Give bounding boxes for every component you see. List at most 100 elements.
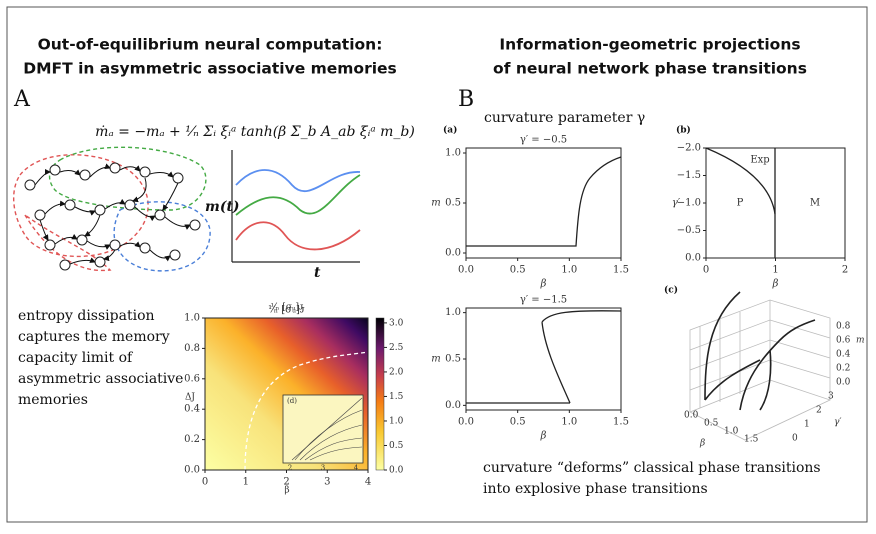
- axis-label: γ′: [672, 198, 681, 209]
- inset-tick-label: 3: [321, 464, 325, 472]
- heatmap-title: ¹⁄ₙ [σᵤ]ᴊ: [270, 303, 304, 313]
- x-tick-label: 1.0: [561, 417, 577, 428]
- y-tick-label: 3: [828, 392, 834, 402]
- y-tick-label: 0.8: [184, 343, 200, 354]
- magnetization-curve: [466, 156, 622, 247]
- x-tick-label: 1: [772, 265, 778, 276]
- y-tick-label: 0.4: [184, 404, 200, 415]
- region-label: P: [737, 198, 744, 209]
- x-tick-label: 2: [842, 265, 848, 276]
- colorbar: [375, 317, 385, 471]
- x-tick-label: 1.0: [724, 427, 739, 437]
- 3d-curve: [704, 291, 816, 411]
- axis-label: m: [431, 198, 440, 209]
- z-tick-label: 0.6: [836, 336, 851, 346]
- z-tick-label: 0.8: [836, 322, 851, 332]
- phase-boundary: [705, 147, 776, 215]
- y-tick-label: 0.0: [184, 465, 200, 476]
- subplot-label: (a): [443, 125, 457, 136]
- y-tick-label: −1.5: [677, 170, 701, 181]
- magnetization-curve: [466, 310, 622, 404]
- 3d-box: [689, 299, 831, 441]
- axes-frame: [465, 147, 622, 259]
- colorbar-tick-label: 2.0: [389, 367, 404, 377]
- inset-label: (d): [287, 397, 297, 405]
- axis-label: β: [540, 431, 547, 442]
- right-title: Information-geometric projections: [499, 36, 800, 54]
- colorbar-tick-label: 0.5: [389, 441, 404, 451]
- axes-frame: [465, 307, 622, 411]
- colorbar-tick-label: 0.0: [389, 466, 404, 476]
- boundary-curve: [244, 351, 369, 471]
- heading: curvature parameter γ: [484, 110, 645, 126]
- x-tick-label: 0.5: [510, 417, 526, 428]
- axis-label: ΔJ: [185, 393, 195, 403]
- y-tick-label: 1.0: [184, 313, 200, 324]
- y-tick-label: −0.5: [677, 225, 701, 236]
- outer-border: [6, 6, 868, 523]
- x-tick-label: 0.5: [510, 265, 526, 276]
- subplot-label: (b): [676, 125, 691, 136]
- caption: memories: [18, 392, 88, 408]
- caption: into explosive phase transitions: [483, 481, 708, 497]
- panel-label: A: [13, 87, 31, 112]
- inset-tick-label: 4: [354, 464, 359, 472]
- x-tick-label: 1: [243, 477, 249, 488]
- y-tick-label: 1: [804, 420, 810, 430]
- x-tick-label: 4: [365, 477, 371, 488]
- y-tick-label: 0.0: [685, 253, 701, 264]
- colorbar-tick-label: 1.0: [389, 416, 404, 426]
- colorbar-tick-label: 1.5: [389, 392, 404, 402]
- trace: [235, 169, 361, 193]
- trace: [235, 174, 361, 216]
- y-tick-label: 0.5: [445, 198, 461, 209]
- y-tick-label: −2.0: [677, 143, 701, 154]
- inset-tick-label: 2: [288, 464, 292, 472]
- x-tick-label: 0: [703, 265, 709, 276]
- panel-label: B: [458, 87, 474, 112]
- axis-label: β: [284, 486, 289, 496]
- y-tick-label: 0.2: [184, 434, 200, 445]
- axis-label: m: [856, 336, 865, 346]
- x-tick-label: 1.5: [613, 265, 629, 276]
- y-tick-label: 0.0: [445, 248, 461, 259]
- x-tick-label: 0.0: [458, 265, 474, 276]
- y-tick-label: 0.0: [445, 400, 461, 411]
- axis-label: β: [699, 439, 705, 449]
- inset: [282, 394, 364, 464]
- right-title: of neural network phase transitions: [493, 60, 807, 78]
- y-tick-label: 0: [792, 434, 798, 444]
- y-tick-label: 1.0: [445, 148, 461, 159]
- axis-label: m: [431, 354, 440, 365]
- caption: entropy dissipation: [18, 308, 155, 324]
- x-tick-label: 1.5: [613, 417, 629, 428]
- region-label: M: [810, 198, 820, 209]
- axis-label: β: [540, 279, 547, 290]
- network-edges: [34, 163, 191, 265]
- caption: captures the memory: [18, 329, 170, 345]
- x-tick-label: 0: [202, 477, 208, 488]
- x-tick-label: 2: [283, 477, 289, 488]
- axis-label: m(t): [205, 199, 240, 215]
- subplot-title: γ′ = −0.5: [520, 135, 567, 146]
- left-title: DMFT in asymmetric associative memories: [23, 60, 397, 78]
- y-tick-label: −1.0: [677, 198, 701, 209]
- axis-label: γ′: [834, 418, 841, 428]
- colorbar-tick-label: 3.0: [389, 318, 404, 328]
- y-tick-label: 2: [816, 406, 822, 416]
- z-tick-label: 0.2: [836, 364, 850, 374]
- trace: [235, 221, 361, 251]
- z-tick-label: 0.0: [836, 378, 851, 388]
- y-tick-label: 0.5: [445, 354, 461, 365]
- x-tick-label: 1.5: [744, 435, 759, 445]
- x-tick-label: 1.0: [561, 265, 577, 276]
- network-nodes: [24, 162, 201, 271]
- subplot-title: γ′ = −1.5: [520, 295, 567, 306]
- axis-label: t: [314, 265, 321, 281]
- caption: asymmetric associative: [18, 371, 183, 387]
- region-label: Exp: [750, 155, 769, 166]
- equation: ṁₐ = −mₐ + ¹⁄ₙ Σᵢ ξᵢᵃ tanh(β Σ_b A_ab ξᵢ…: [95, 124, 415, 140]
- caption: curvature “deforms” classical phase tran…: [483, 460, 821, 476]
- colorbar-tick-label: 2.5: [389, 343, 404, 353]
